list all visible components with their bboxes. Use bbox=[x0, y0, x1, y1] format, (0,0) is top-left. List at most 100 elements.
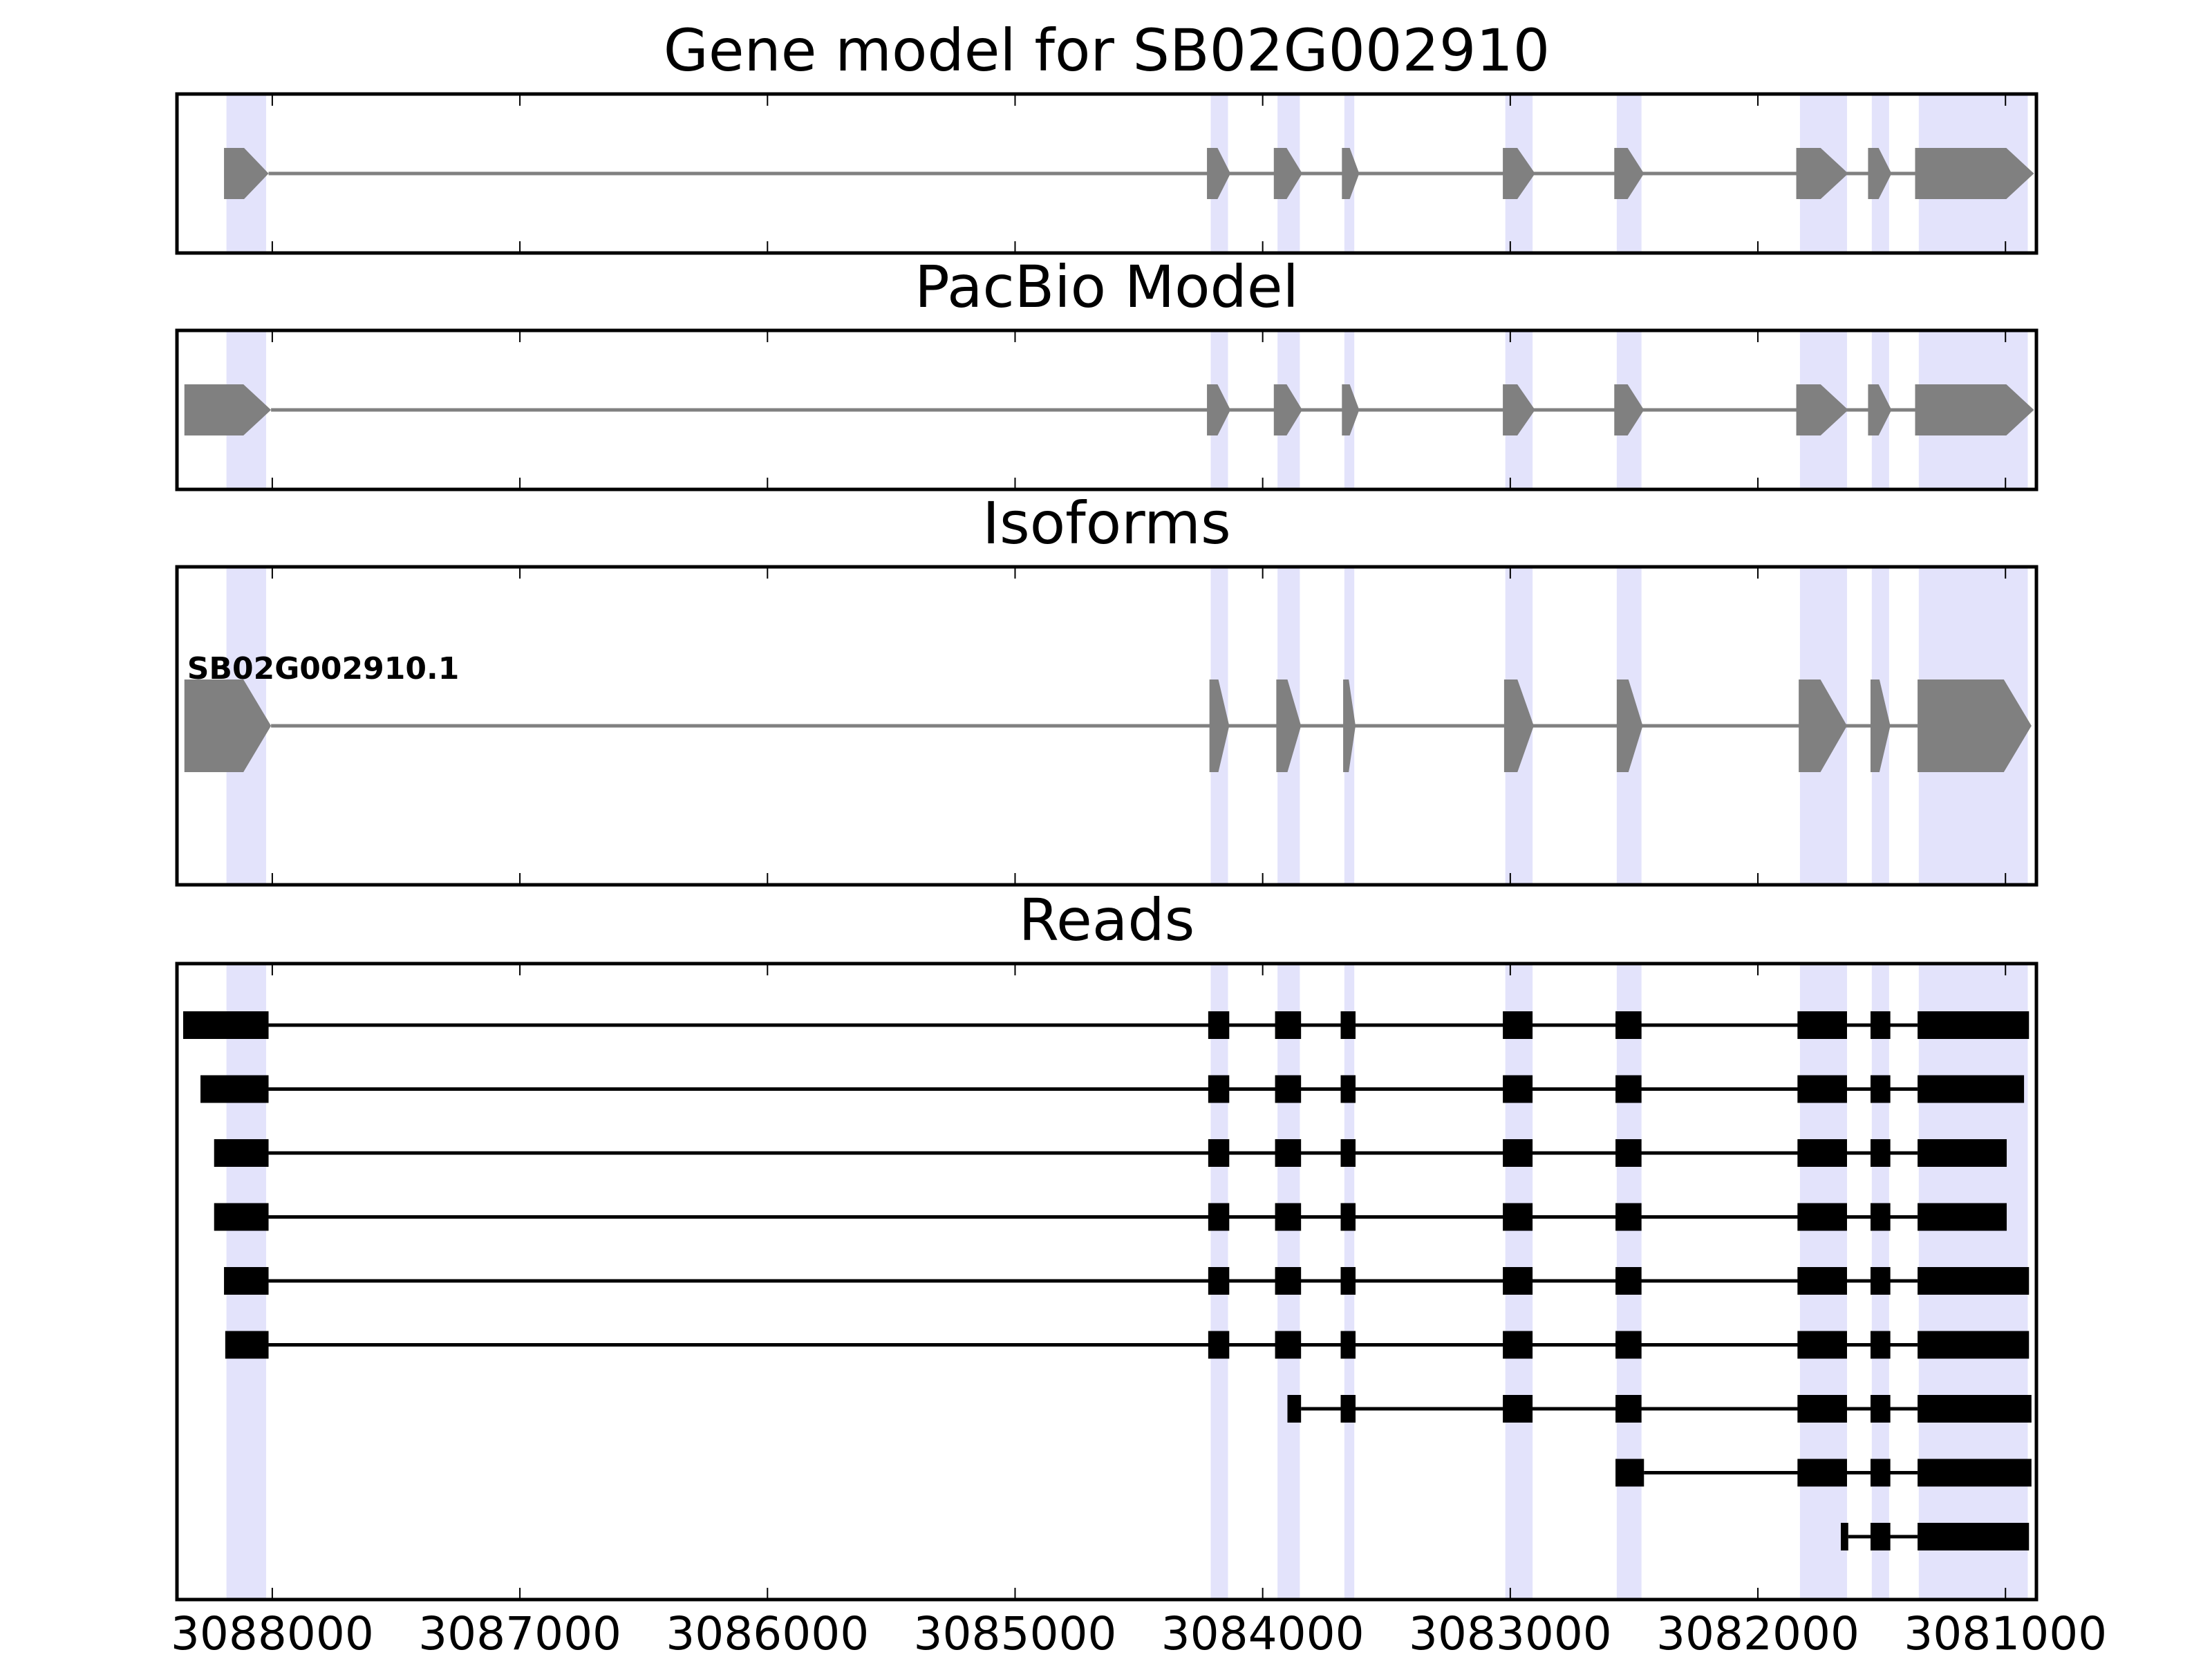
read-exon bbox=[1275, 1331, 1302, 1359]
read-exon bbox=[1797, 1075, 1847, 1103]
read-exon bbox=[1340, 1203, 1356, 1231]
read-exon bbox=[1208, 1331, 1230, 1359]
read-exon bbox=[1797, 1395, 1847, 1423]
exon bbox=[1207, 384, 1231, 435]
read-exon bbox=[1615, 1331, 1642, 1359]
read-exon bbox=[1871, 1267, 1891, 1295]
read-exon bbox=[200, 1075, 269, 1103]
read-exon bbox=[1871, 1011, 1891, 1039]
exon bbox=[1503, 148, 1535, 199]
read-exon bbox=[1208, 1203, 1230, 1231]
read-exon bbox=[1918, 1523, 2030, 1550]
read-exon bbox=[1275, 1139, 1302, 1167]
read-exon bbox=[1287, 1395, 1302, 1423]
read-exon bbox=[1503, 1139, 1533, 1167]
read-exon bbox=[1871, 1203, 1891, 1231]
read-exon bbox=[1340, 1139, 1356, 1167]
exon bbox=[1796, 148, 1848, 199]
read-exon bbox=[1503, 1203, 1533, 1231]
x-tick-label: 3083000 bbox=[1409, 1607, 1612, 1659]
panel-0: Gene model for SB02G002910 bbox=[175, 17, 2038, 255]
exon bbox=[1342, 384, 1360, 435]
read-exon bbox=[1797, 1139, 1847, 1167]
x-tick-label: 3084000 bbox=[1161, 1607, 1365, 1659]
read-exon bbox=[1871, 1395, 1891, 1423]
read-exon bbox=[224, 1267, 269, 1295]
x-tick-label: 3082000 bbox=[1656, 1607, 1859, 1659]
x-tick-label: 3081000 bbox=[1904, 1607, 2107, 1659]
isoform-label: SB02G002910.1 bbox=[187, 651, 460, 686]
read-exon bbox=[1797, 1267, 1847, 1295]
read-exon bbox=[1275, 1267, 1302, 1295]
exon bbox=[1503, 384, 1535, 435]
exon bbox=[1915, 148, 2034, 199]
read-exon bbox=[1275, 1011, 1302, 1039]
panel-3: Reads bbox=[175, 886, 2038, 1602]
read-exon bbox=[1615, 1267, 1642, 1295]
read-exon bbox=[1615, 1203, 1642, 1231]
read-exon bbox=[1797, 1203, 1847, 1231]
exon bbox=[1503, 679, 1534, 772]
exon bbox=[1616, 679, 1643, 772]
read-exon bbox=[1871, 1523, 1891, 1550]
read-exon bbox=[1503, 1011, 1533, 1039]
read-exon bbox=[1615, 1395, 1642, 1423]
exon bbox=[1796, 384, 1848, 435]
exon bbox=[1273, 384, 1302, 435]
read-exon bbox=[1918, 1395, 2032, 1423]
exon bbox=[1915, 384, 2034, 435]
read-exon bbox=[1208, 1075, 1230, 1103]
exon bbox=[1614, 384, 1644, 435]
read-exon bbox=[1503, 1331, 1533, 1359]
exon bbox=[1343, 679, 1356, 772]
exon bbox=[224, 148, 269, 199]
panel-2: Isoforms SB02G002910.1 bbox=[175, 489, 2038, 887]
read-exon bbox=[1208, 1139, 1230, 1167]
exon bbox=[1871, 679, 1891, 772]
read-exon bbox=[1918, 1011, 2030, 1039]
x-tick-label: 3086000 bbox=[666, 1607, 869, 1659]
read-exon bbox=[225, 1331, 269, 1359]
read-exon bbox=[1615, 1459, 1644, 1487]
exon bbox=[1273, 148, 1302, 199]
read-exon bbox=[1918, 1075, 2025, 1103]
read-exon bbox=[1275, 1203, 1302, 1231]
exon bbox=[1868, 384, 1892, 435]
read-exon bbox=[1340, 1331, 1356, 1359]
read-exon bbox=[1797, 1459, 1847, 1487]
panel-title: Reads bbox=[1019, 886, 1195, 954]
exon bbox=[1276, 679, 1302, 772]
read-exon bbox=[1918, 1331, 2030, 1359]
read-exon bbox=[1918, 1267, 2030, 1295]
read-exon bbox=[1918, 1203, 2007, 1231]
panel-frame bbox=[175, 92, 2038, 255]
panel-frame bbox=[175, 962, 2038, 1602]
x-tick-label: 3085000 bbox=[913, 1607, 1116, 1659]
read-exon bbox=[1503, 1075, 1533, 1103]
read-exon bbox=[1615, 1139, 1642, 1167]
read-exon bbox=[1615, 1011, 1642, 1039]
exon bbox=[1209, 679, 1230, 772]
exon bbox=[1868, 148, 1892, 199]
x-tick-label: 3087000 bbox=[418, 1607, 621, 1659]
read-exon bbox=[1340, 1395, 1356, 1423]
panel-title: PacBio Model bbox=[915, 253, 1299, 321]
read-exon bbox=[214, 1203, 269, 1231]
read-exon bbox=[1340, 1011, 1356, 1039]
read-exon bbox=[1275, 1075, 1302, 1103]
exon bbox=[1799, 679, 1847, 772]
x-tick-label: 3088000 bbox=[171, 1607, 374, 1659]
exon bbox=[1342, 148, 1360, 199]
read-exon bbox=[1208, 1267, 1230, 1295]
panel-title: Gene model for SB02G002910 bbox=[664, 17, 1550, 84]
read-exon bbox=[214, 1139, 269, 1167]
read-exon bbox=[1871, 1139, 1891, 1167]
read-exon bbox=[182, 1011, 269, 1039]
exon bbox=[184, 384, 272, 435]
read-exon bbox=[1918, 1139, 2007, 1167]
read-exon bbox=[1615, 1075, 1642, 1103]
panel-1: PacBio Model bbox=[175, 253, 2038, 491]
read-exon bbox=[1340, 1075, 1356, 1103]
exon bbox=[184, 679, 272, 772]
